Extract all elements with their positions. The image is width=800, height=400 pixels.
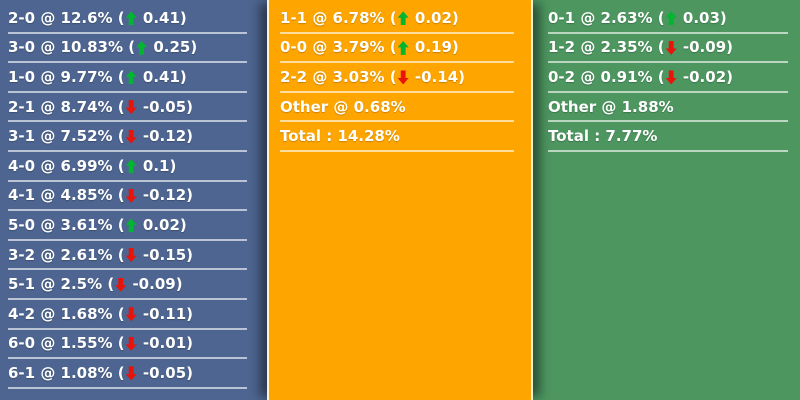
delta-value: -0.01) bbox=[137, 334, 193, 353]
score-odds-label: 4-1 @ 4.85% ( bbox=[8, 186, 125, 205]
down-arrow-icon bbox=[115, 277, 127, 292]
score-odds-label: 1-0 @ 9.77% ( bbox=[8, 67, 125, 86]
score-odds-label: 2-2 @ 3.03% ( bbox=[280, 67, 397, 86]
score-row: 2-0 @ 12.6% ( 0.41) bbox=[8, 4, 247, 34]
score-odds-label: 1-2 @ 2.35% ( bbox=[548, 38, 665, 57]
up-arrow-icon bbox=[136, 40, 148, 55]
up-arrow-icon bbox=[125, 218, 137, 233]
away-win-scores-panel: 0-1 @ 2.63% ( 0.03) 1-2 @ 2.35% ( -0.09) 0… bbox=[533, 0, 800, 400]
score-odds-label: 4-2 @ 1.68% ( bbox=[8, 304, 125, 323]
delta-value: -0.09) bbox=[677, 38, 733, 57]
delta-value: 0.41) bbox=[137, 67, 187, 86]
delta-value: -0.12) bbox=[137, 186, 193, 205]
down-arrow-icon bbox=[125, 307, 137, 322]
down-arrow-icon bbox=[125, 248, 137, 263]
score-odds-label: Total : 7.77% bbox=[548, 127, 658, 146]
score-row: 1-1 @ 6.78% ( 0.02) bbox=[280, 4, 514, 34]
up-arrow-icon bbox=[125, 70, 137, 85]
total-row: Total : 14.28% bbox=[280, 122, 514, 152]
delta-value: 0.25) bbox=[148, 38, 198, 57]
delta-value: 0.41) bbox=[137, 8, 187, 27]
score-row: 6-1 @ 1.08% ( -0.05) bbox=[8, 359, 247, 389]
delta-value: -0.11) bbox=[137, 304, 193, 323]
delta-value: -0.12) bbox=[137, 127, 193, 146]
score-row: 3-2 @ 2.61% ( -0.15) bbox=[8, 241, 247, 271]
score-odds-label: 0-0 @ 3.79% ( bbox=[280, 38, 397, 57]
score-row: 4-2 @ 1.68% ( -0.11) bbox=[8, 300, 247, 330]
score-row: 2-1 @ 8.74% ( -0.05) bbox=[8, 93, 247, 123]
score-row: 3-1 @ 7.52% ( -0.12) bbox=[8, 122, 247, 152]
other-row: Other @ 0.68% bbox=[280, 93, 514, 123]
score-odds-label: 5-1 @ 2.5% ( bbox=[8, 275, 115, 294]
score-odds-label: Other @ 0.68% bbox=[280, 97, 406, 116]
score-row: 4-0 @ 6.99% ( 0.1) bbox=[8, 152, 247, 182]
score-row: 1-0 @ 9.77% ( 0.41) bbox=[8, 63, 247, 93]
score-row: 4-1 @ 4.85% ( -0.12) bbox=[8, 182, 247, 212]
score-odds-label: 3-2 @ 2.61% ( bbox=[8, 245, 125, 264]
up-arrow-icon bbox=[397, 11, 409, 26]
delta-value: 0.02) bbox=[409, 8, 459, 27]
score-odds-label: 5-0 @ 3.61% ( bbox=[8, 215, 125, 234]
down-arrow-icon bbox=[665, 70, 677, 85]
down-arrow-icon bbox=[665, 40, 677, 55]
down-arrow-icon bbox=[125, 129, 137, 144]
score-row: 5-0 @ 3.61% ( 0.02) bbox=[8, 211, 247, 241]
up-arrow-icon bbox=[125, 11, 137, 26]
down-arrow-icon bbox=[125, 100, 137, 115]
score-odds-label: 6-0 @ 1.55% ( bbox=[8, 334, 125, 353]
score-row: 0-2 @ 0.91% ( -0.02) bbox=[548, 63, 788, 93]
score-row: 5-1 @ 2.5% ( -0.09) bbox=[8, 270, 247, 300]
score-odds-label: Total : 14.28% bbox=[280, 127, 400, 146]
score-row: 6-0 @ 1.55% ( -0.01) bbox=[8, 330, 247, 360]
delta-value: -0.14) bbox=[409, 67, 465, 86]
score-odds-label: 0-1 @ 2.63% ( bbox=[548, 8, 665, 27]
score-odds-label: 2-0 @ 12.6% ( bbox=[8, 8, 125, 27]
score-odds-label: 3-1 @ 7.52% ( bbox=[8, 127, 125, 146]
delta-value: 0.1) bbox=[137, 156, 177, 175]
up-arrow-icon bbox=[397, 40, 409, 55]
score-odds-label: 4-0 @ 6.99% ( bbox=[8, 156, 125, 175]
score-odds-label: 6-1 @ 1.08% ( bbox=[8, 363, 125, 382]
delta-value: -0.15) bbox=[137, 245, 193, 264]
down-arrow-icon bbox=[397, 70, 409, 85]
score-odds-label: 3-0 @ 10.83% ( bbox=[8, 38, 136, 57]
delta-value: 0.02) bbox=[137, 215, 187, 234]
down-arrow-icon bbox=[125, 188, 137, 203]
delta-value: 0.03) bbox=[677, 8, 727, 27]
delta-value: -0.09) bbox=[127, 275, 183, 294]
score-row: 0-0 @ 3.79% ( 0.19) bbox=[280, 34, 514, 64]
score-row: 0-1 @ 2.63% ( 0.03) bbox=[548, 4, 788, 34]
delta-value: 0.19) bbox=[409, 38, 459, 57]
delta-value: -0.05) bbox=[137, 97, 193, 116]
score-odds-label: 1-1 @ 6.78% ( bbox=[280, 8, 397, 27]
score-odds-label: 0-2 @ 0.91% ( bbox=[548, 67, 665, 86]
score-row: 1-2 @ 2.35% ( -0.09) bbox=[548, 34, 788, 64]
score-row: 2-2 @ 3.03% ( -0.14) bbox=[280, 63, 514, 93]
draw-scores-panel: 1-1 @ 6.78% ( 0.02) 0-0 @ 3.79% ( 0.19) 2-… bbox=[267, 0, 533, 400]
score-odds-label: 2-1 @ 8.74% ( bbox=[8, 97, 125, 116]
down-arrow-icon bbox=[125, 336, 137, 351]
score-odds-label: Other @ 1.88% bbox=[548, 97, 674, 116]
other-row: Other @ 1.88% bbox=[548, 93, 788, 123]
total-row: Total : 7.77% bbox=[548, 122, 788, 152]
up-arrow-icon bbox=[665, 11, 677, 26]
score-row: 3-0 @ 10.83% ( 0.25) bbox=[8, 34, 247, 64]
home-win-scores-panel: 2-0 @ 12.6% ( 0.41) 3-0 @ 10.83% ( 0.25) 1… bbox=[0, 0, 267, 400]
delta-value: -0.05) bbox=[137, 363, 193, 382]
down-arrow-icon bbox=[125, 366, 137, 381]
delta-value: -0.02) bbox=[677, 67, 733, 86]
up-arrow-icon bbox=[125, 159, 137, 174]
